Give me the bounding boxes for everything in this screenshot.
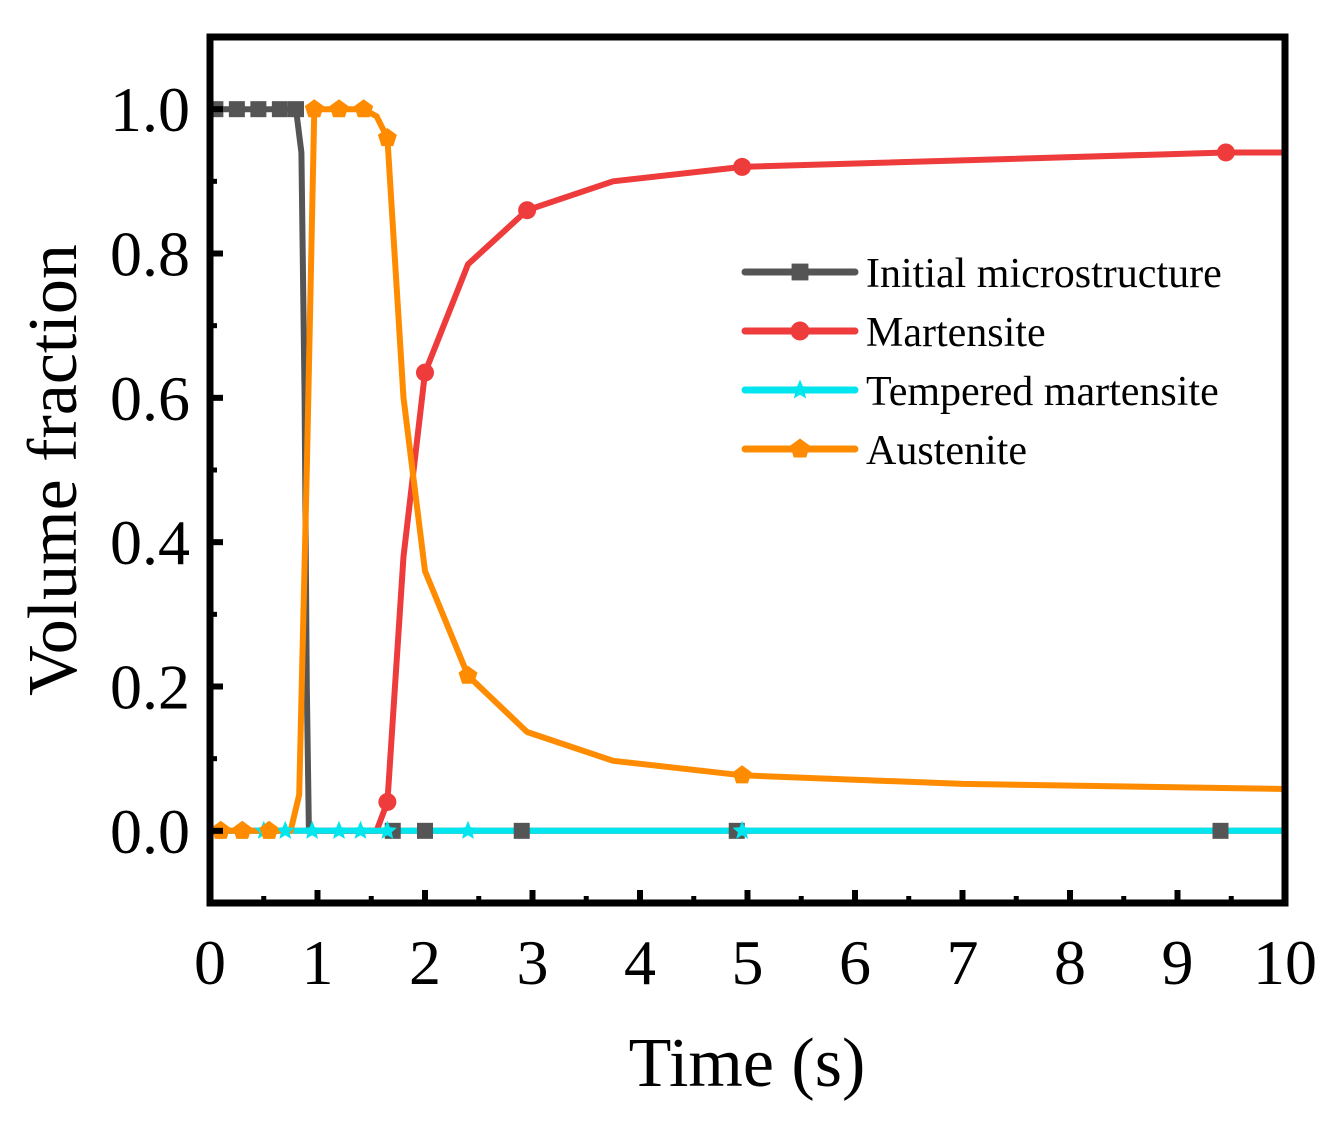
initial-microstructure-marker bbox=[288, 101, 304, 118]
x-tick-label: 3 bbox=[517, 927, 549, 998]
x-tick-label: 6 bbox=[839, 927, 871, 998]
austenite-marker bbox=[377, 128, 397, 147]
martensite-marker bbox=[518, 201, 537, 220]
legend-label: Martensite bbox=[866, 310, 1046, 356]
austenite-marker bbox=[458, 665, 478, 684]
austenite-marker bbox=[259, 820, 279, 839]
austenite-marker bbox=[232, 820, 252, 839]
tempered-martensite-marker bbox=[329, 820, 349, 839]
y-tick-label: 0.6 bbox=[110, 363, 190, 434]
tempered-martensite-marker bbox=[458, 820, 478, 839]
x-axis-title: Time (s) bbox=[629, 1025, 866, 1102]
x-tick-label: 5 bbox=[732, 927, 764, 998]
x-tick-label: 0 bbox=[194, 927, 226, 998]
series-markers bbox=[207, 99, 1235, 839]
x-tick-label: 2 bbox=[409, 927, 441, 998]
legend: Initial microstructure Martensite Tempered… bbox=[741, 251, 1222, 474]
legend-marker bbox=[790, 438, 810, 458]
martensite-marker bbox=[416, 363, 434, 382]
y-tick-label: 0.4 bbox=[110, 507, 190, 578]
y-tick-label: 1.0 bbox=[110, 74, 190, 145]
axis-ticks bbox=[207, 106, 1288, 903]
series-lines bbox=[207, 106, 1288, 834]
x-tick-label: 1 bbox=[302, 927, 334, 998]
initial-microstructure-marker bbox=[417, 822, 433, 839]
x-tick-label: 7 bbox=[947, 927, 979, 998]
legend-item-tempered-martensite: Tempered martensite bbox=[741, 369, 1219, 415]
martensite-marker bbox=[378, 792, 397, 811]
martensite-marker bbox=[1216, 143, 1235, 162]
initial-microstructure-marker bbox=[1212, 822, 1229, 839]
x-tick-label: 8 bbox=[1054, 927, 1086, 998]
y-axis-title: Volume fraction bbox=[15, 244, 92, 696]
legend-marker bbox=[791, 263, 809, 281]
tempered-martensite-marker bbox=[377, 820, 397, 839]
tempered-martensite-marker bbox=[302, 820, 322, 839]
x-tick-label: 10 bbox=[1253, 927, 1317, 998]
legend-label: Tempered martensite bbox=[866, 369, 1219, 415]
legend-item-martensite: Martensite bbox=[741, 310, 1046, 356]
x-tick-label: 4 bbox=[624, 927, 656, 998]
legend-label: Austenite bbox=[866, 428, 1027, 474]
initial-microstructure-line bbox=[212, 106, 1288, 834]
legend-label: Initial microstructure bbox=[866, 251, 1222, 297]
legend-item-austenite: Austenite bbox=[741, 428, 1027, 474]
martensite-marker bbox=[733, 157, 752, 176]
legend-marker bbox=[790, 379, 810, 399]
y-tick-label: 0.2 bbox=[110, 652, 190, 723]
initial-microstructure-marker bbox=[228, 101, 245, 118]
y-tick-label: 0.0 bbox=[110, 796, 190, 867]
axis-tick-labels: 0 1 2 3 4 5 6 7 8 9 10 0.0 0.2 0.4 0.6 0.8 1.0 bbox=[110, 74, 1317, 998]
legend-marker bbox=[790, 321, 810, 341]
austenite-line bbox=[217, 106, 1288, 834]
x-tick-label: 9 bbox=[1162, 927, 1194, 998]
tempered-martensite-marker bbox=[275, 820, 295, 839]
initial-microstructure-marker bbox=[271, 101, 288, 118]
initial-microstructure-marker bbox=[513, 822, 530, 839]
austenite-marker bbox=[732, 765, 752, 784]
tempered-martensite-marker bbox=[732, 820, 752, 839]
austenite-marker bbox=[354, 99, 374, 118]
y-tick-label: 0.8 bbox=[110, 219, 190, 290]
legend-item-initial-microstructure: Initial microstructure bbox=[741, 251, 1222, 297]
initial-microstructure-marker bbox=[250, 101, 267, 118]
austenite-marker bbox=[304, 99, 324, 118]
tempered-martensite-marker bbox=[351, 820, 370, 839]
austenite-marker bbox=[329, 99, 349, 118]
